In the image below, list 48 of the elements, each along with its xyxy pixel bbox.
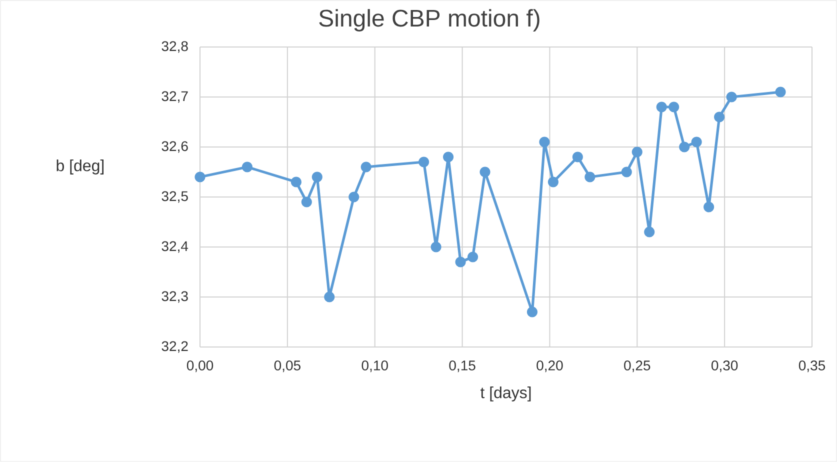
point xyxy=(632,146,642,158)
point xyxy=(548,176,559,188)
point xyxy=(455,256,466,268)
point xyxy=(430,242,442,252)
y-tick-label: 32,4 xyxy=(162,241,188,253)
chart-title: Single CBP motion f) xyxy=(319,9,540,32)
y-tick-label: 32,6 xyxy=(162,141,188,153)
point xyxy=(418,156,430,168)
point xyxy=(584,172,596,182)
point xyxy=(467,252,478,262)
point xyxy=(644,226,655,238)
y-tick-label: 32,5 xyxy=(162,191,188,203)
point xyxy=(775,86,786,98)
x-tick-label: 0,30 xyxy=(711,360,738,372)
y-tick-label: 32,7 xyxy=(162,91,188,103)
point xyxy=(691,136,702,148)
point xyxy=(656,102,667,112)
x-axis-title: t [days] xyxy=(480,386,531,402)
point xyxy=(312,172,322,182)
point xyxy=(539,136,550,148)
point xyxy=(679,142,690,152)
point xyxy=(726,92,737,102)
y-tick-label: 32,8 xyxy=(162,41,188,53)
point xyxy=(290,176,302,188)
x-tick-label: 0,15 xyxy=(449,360,476,372)
point xyxy=(301,196,312,208)
x-tick-label: 0,20 xyxy=(536,360,563,372)
x-tick-label: 0,00 xyxy=(186,360,214,372)
y-tick-label: 32,3 xyxy=(162,291,188,303)
y-tick-label: 32,2 xyxy=(162,341,188,353)
point xyxy=(714,112,725,122)
point xyxy=(621,166,632,178)
point xyxy=(360,162,372,172)
point xyxy=(348,192,360,202)
point xyxy=(572,152,583,162)
x-tick-label: 0,10 xyxy=(362,360,388,372)
point xyxy=(668,102,680,112)
point xyxy=(242,162,253,172)
point xyxy=(526,306,538,318)
point xyxy=(324,292,335,302)
point xyxy=(480,166,490,178)
point xyxy=(704,202,714,212)
x-tick-label: 0,35 xyxy=(798,360,826,372)
x-tick-label: 0,05 xyxy=(274,360,300,372)
point xyxy=(194,172,206,182)
x-tick-label: 0,25 xyxy=(624,360,650,372)
y-axis-title: b [deg] xyxy=(56,160,104,174)
point xyxy=(443,152,454,162)
